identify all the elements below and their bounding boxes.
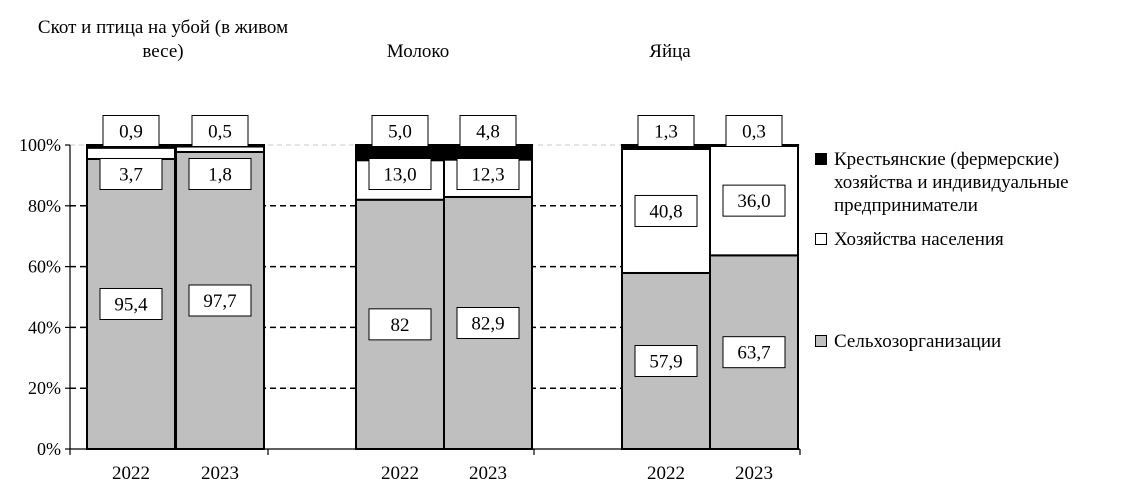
y-tick-label-40: 40% — [28, 317, 61, 337]
data-label-agro-0-box — [99, 287, 163, 320]
data-label-households-1: 1,8 — [208, 165, 232, 186]
y-tick-label-0: 0% — [37, 439, 61, 459]
data-label-agro-1: 97,7 — [203, 291, 236, 312]
data-label-agro-3-box — [456, 306, 520, 339]
group-title-milk: Молоко — [386, 41, 450, 62]
data-label-households-5-box — [722, 184, 786, 217]
bar-farmers-3 — [443, 144, 533, 161]
x-tick-label-1: 2023 — [201, 463, 239, 484]
data-label-households-0: 3,7 — [119, 165, 143, 186]
data-label-households-2: 13,0 — [383, 165, 416, 186]
data-label-farmers-5: 0,3 — [742, 122, 766, 143]
data-label-farmers-0-box — [102, 115, 160, 147]
y-tick-label-80: 80% — [28, 196, 61, 216]
data-label-agro-2: 82 — [391, 315, 410, 336]
data-label-farmers-5-box — [725, 115, 783, 147]
data-label-agro-4: 57,9 — [649, 351, 682, 372]
data-label-agro-5-box — [722, 336, 786, 369]
legend-label-households: Хозяйства населения — [834, 229, 1004, 250]
x-tick-label-4: 2022 — [647, 463, 685, 484]
x-tick-label-0: 2022 — [112, 463, 150, 484]
data-label-farmers-3-box — [459, 115, 517, 147]
data-label-households-4: 40,8 — [649, 201, 682, 222]
legend-swatch-households — [815, 233, 827, 245]
data-label-agro-0: 95,4 — [114, 294, 148, 315]
x-tick-label-5: 2023 — [735, 463, 773, 484]
group-title-eggs: Яйца — [649, 41, 691, 62]
data-label-households-4-box — [634, 194, 698, 227]
y-tick-label-60: 60% — [28, 257, 61, 277]
data-label-farmers-2-box — [371, 115, 429, 147]
x-tick-label-2: 2022 — [381, 463, 419, 484]
data-label-farmers-1: 0,5 — [208, 122, 232, 143]
data-label-households-1-box — [188, 158, 252, 190]
legend-label-farmers: Крестьянские (фермерские) хозяйства и ин… — [834, 149, 1069, 216]
data-label-farmers-3: 4,8 — [476, 122, 500, 143]
data-label-farmers-2: 5,0 — [388, 122, 412, 143]
data-label-households-3: 12,3 — [471, 165, 504, 186]
data-label-households-3-box — [456, 158, 520, 190]
data-label-agro-3: 82,9 — [471, 313, 504, 334]
legend-swatch-agro — [815, 335, 827, 347]
data-label-farmers-4: 1,3 — [654, 122, 678, 143]
axes: 0% 20% 40% 60% 80% 100% 2022 2023 2022 2023 2022 20… — [19, 135, 801, 484]
data-label-farmers-4-box — [637, 115, 695, 147]
data-label-households-2-box — [368, 158, 432, 190]
data-label-households-0-box — [99, 158, 163, 190]
data-label-households-5: 36,0 — [737, 191, 770, 212]
group-title-livestock: Скот и птица на убой (в живом весе) — [37, 17, 289, 62]
data-label-agro-2-box — [368, 308, 432, 341]
data-labels: 95,4 97,7 82 82,9 57,9 63,7 3,7 1,8 13,0 12,3 40,8… — [99, 115, 786, 377]
data-label-farmers-0: 0,9 — [119, 122, 143, 143]
legend-label-agro: Сельхозорганизации — [834, 331, 1002, 352]
data-label-agro-4-box — [634, 344, 698, 377]
y-tick-label-20: 20% — [28, 378, 61, 398]
data-label-agro-1-box — [188, 284, 252, 317]
data-label-farmers-1-box — [191, 115, 249, 147]
data-label-agro-5: 63,7 — [737, 343, 770, 364]
y-tick-label-100: 100% — [19, 135, 61, 155]
x-tick-label-3: 2023 — [469, 463, 507, 484]
legend-swatch-farmers — [815, 153, 827, 165]
bar-households-0 — [86, 146, 176, 160]
bar-farmers-2 — [355, 144, 445, 162]
